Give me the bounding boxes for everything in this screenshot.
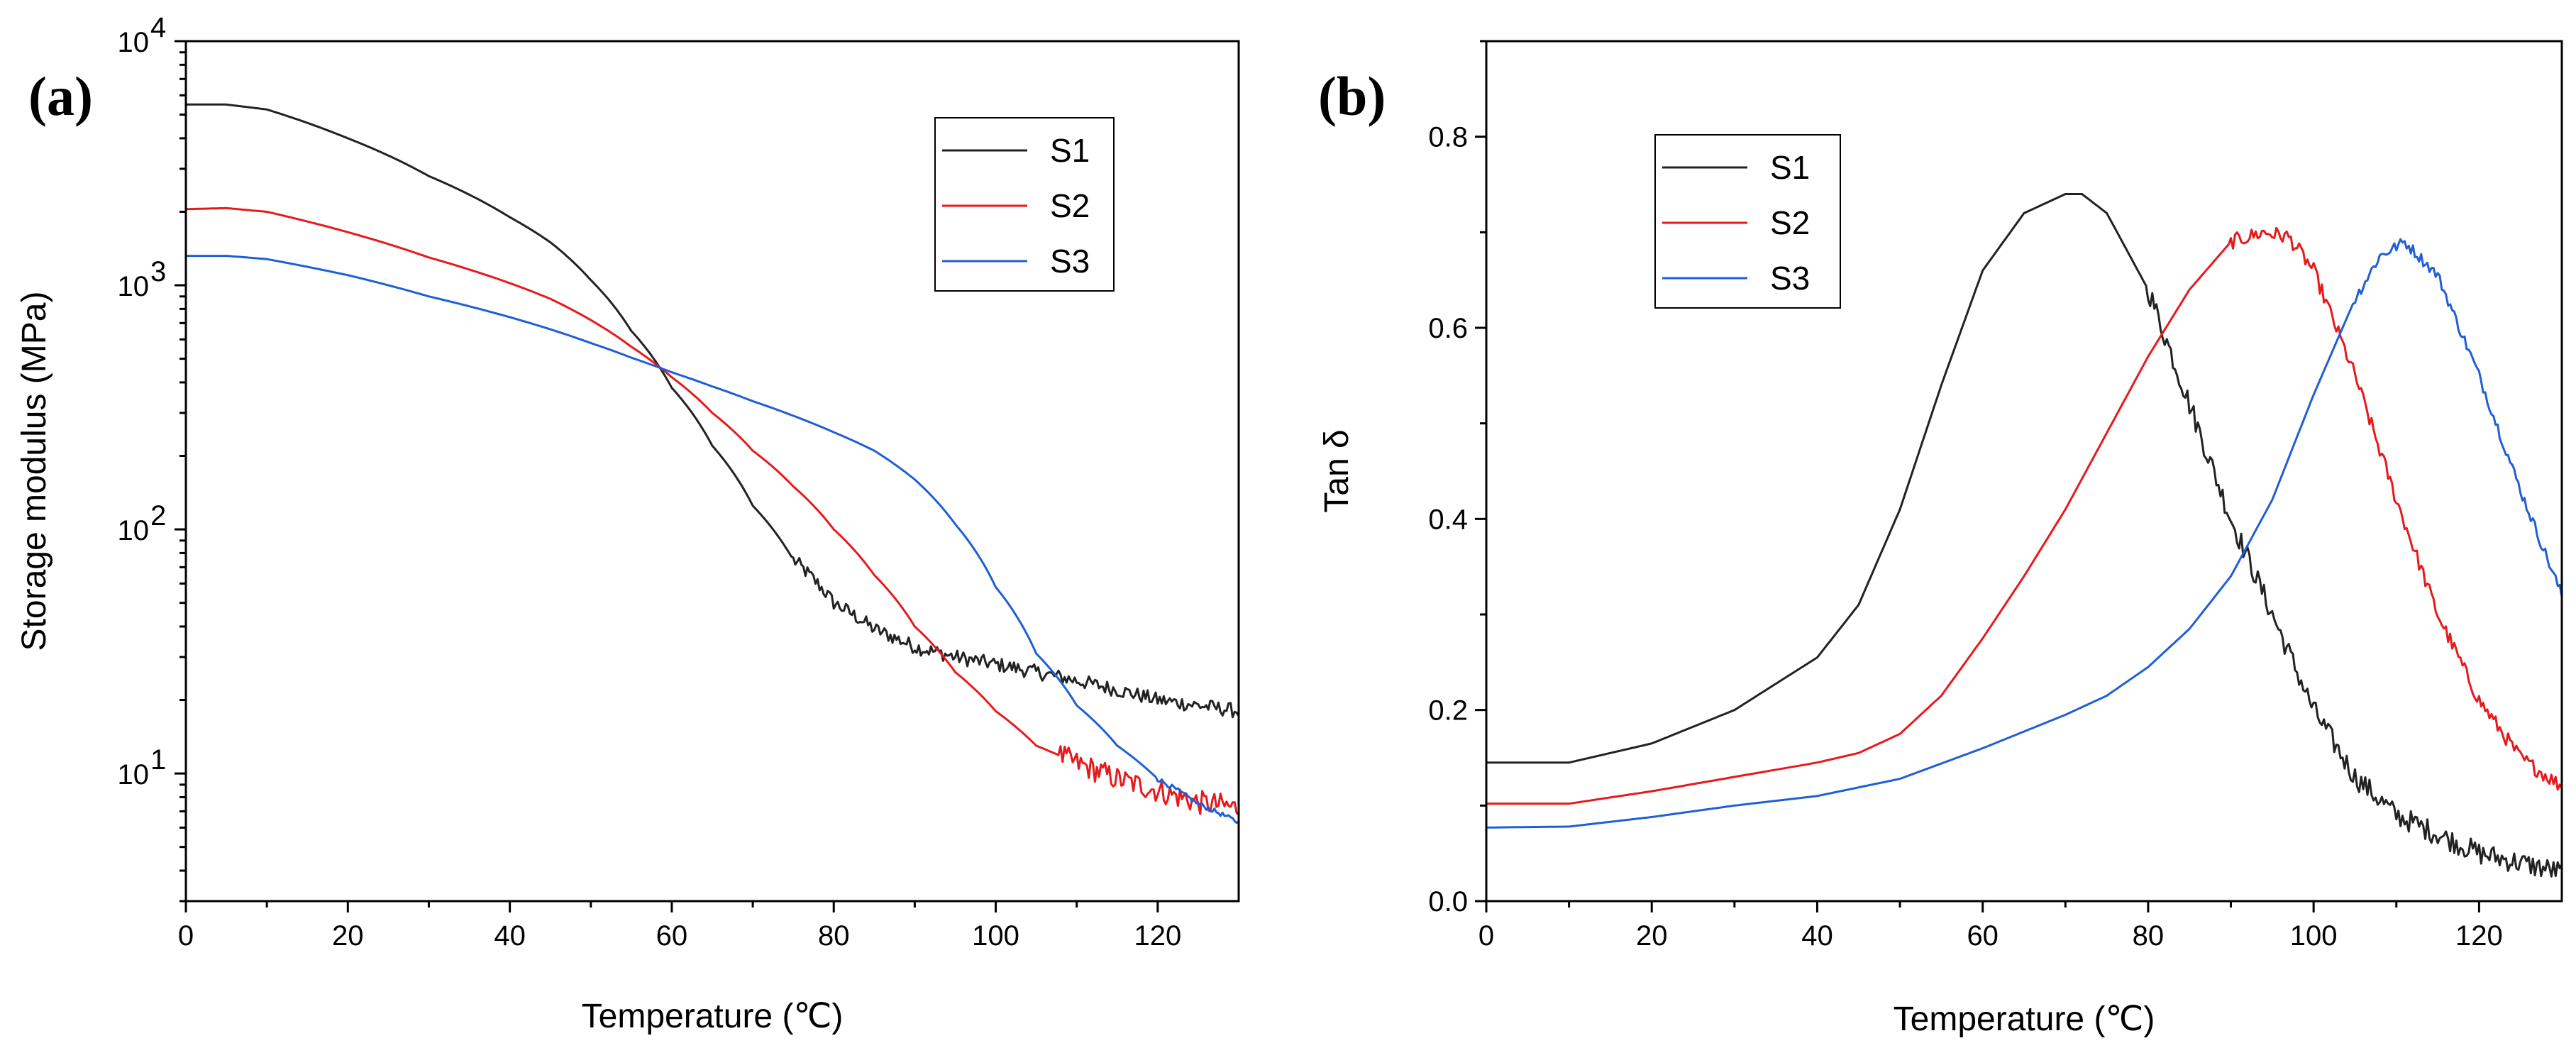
- x-tick-label: 20: [1636, 920, 1668, 952]
- legend-label-s2: S2: [1770, 204, 1810, 241]
- panel-label-a: (a): [28, 65, 93, 127]
- series-line-s2: [184, 206, 1240, 815]
- x-tick-label: 100: [972, 920, 1019, 952]
- plot-frame-a: [184, 40, 1240, 903]
- y-tick-label: 0.0: [1428, 886, 1468, 917]
- y-tick-label: 0.6: [1428, 313, 1468, 344]
- y-axis-title-a: Storage modulus (MPa): [16, 292, 53, 651]
- y-tick-label: 0.4: [1428, 504, 1468, 535]
- y-tick-label: 10: [118, 271, 150, 302]
- y-tick-label: 10: [118, 27, 150, 58]
- y-tick-label: 0.2: [1428, 695, 1468, 727]
- legend-a: S1 S2 S3: [934, 117, 1115, 292]
- y-tick-label: 10: [118, 515, 150, 546]
- y-tick-exponent: 4: [150, 12, 166, 43]
- y-axis-title-b: Tan δ: [1318, 429, 1356, 512]
- x-tick-label: 20: [332, 920, 364, 952]
- x-tick-label: 60: [1967, 920, 1999, 952]
- legend-label-s1: S1: [1050, 132, 1090, 169]
- x-tick-label: 0: [1478, 920, 1494, 952]
- x-tick-label: 120: [1134, 920, 1181, 952]
- legend-label-s2: S2: [1050, 187, 1090, 224]
- y-tick-exponent: 2: [150, 500, 166, 531]
- y-tick-label: 10: [118, 759, 150, 790]
- x-tick-label: 80: [2133, 920, 2165, 952]
- chart-b: (b) 0 20 40 60 80 100 120 0.0 0.2 0.4 0.6 0.8 Temp…: [1318, 40, 2563, 1038]
- legend-b: S1 S2 S3: [1654, 134, 1841, 309]
- x-tick-label: 0: [178, 920, 194, 952]
- x-tick-label: 40: [494, 920, 526, 952]
- x-axis-title-b: Temperature (℃): [1894, 1000, 2155, 1038]
- series-line-s3: [1485, 238, 2563, 829]
- plot-frame-b: [1485, 40, 2563, 903]
- y-tick-exponent: 3: [150, 256, 166, 287]
- x-tick-label: 60: [656, 920, 688, 952]
- x-tick-label: 120: [2455, 920, 2503, 952]
- x-axis-title-a: Temperature (℃): [582, 998, 844, 1035]
- legend-label-s3: S3: [1770, 260, 1810, 297]
- series-line-s3: [184, 255, 1240, 824]
- series-line-s2: [1485, 226, 2563, 805]
- series-line-s1: [1485, 193, 2563, 878]
- y-tick-exponent: 1: [150, 744, 166, 776]
- y-tick-label: 0.8: [1428, 122, 1468, 153]
- panel-label-b: (b): [1318, 65, 1386, 127]
- x-tick-label: 100: [2290, 920, 2338, 952]
- x-tick-label: 40: [1801, 920, 1833, 952]
- legend-label-s1: S1: [1770, 149, 1810, 186]
- legend-label-s3: S3: [1050, 243, 1090, 280]
- series-line-s1: [184, 103, 1240, 719]
- x-tick-label: 80: [818, 920, 850, 952]
